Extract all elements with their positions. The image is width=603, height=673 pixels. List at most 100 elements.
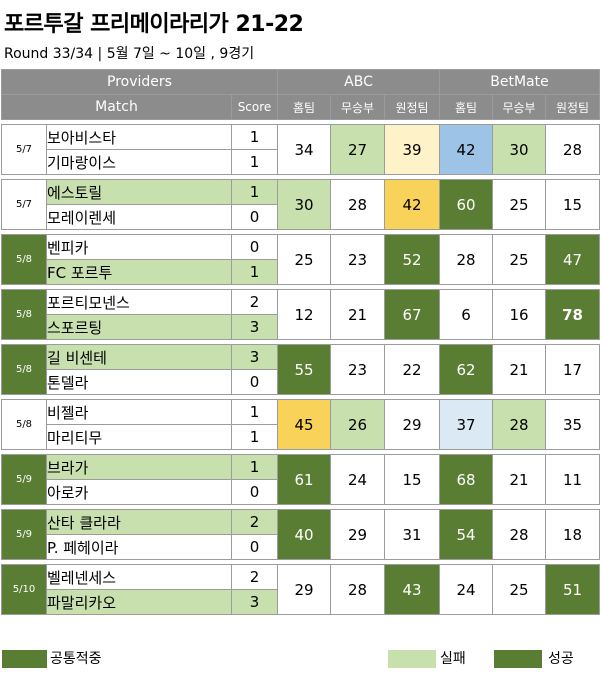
betmate-away-pct: 35 <box>545 399 600 450</box>
match-row-home: 5/8 벤피카 0 25 23 52 28 25 47 <box>1 234 600 285</box>
away-team-name: 톤델라 <box>46 369 232 395</box>
home-team-name: 산타 클라라 <box>46 509 232 535</box>
header-row-providers: Providers ABC BetMate <box>1 69 600 95</box>
abc-home-header: 홈팀 <box>277 94 331 120</box>
abc-away-pct: 29 <box>384 399 440 450</box>
betmate-home-pct: 68 <box>439 454 493 505</box>
betmate-draw-header: 무승부 <box>492 94 546 120</box>
match-header: Match <box>1 94 232 120</box>
abc-draw-pct: 29 <box>330 509 385 560</box>
abc-home-pct: 34 <box>277 124 331 175</box>
away-team-name: 모레이렌세 <box>46 204 232 230</box>
abc-header: ABC <box>277 69 440 95</box>
betmate-draw-pct: 28 <box>492 509 546 560</box>
legend-fail-swatch <box>388 650 436 668</box>
home-team-name: 벨레넨세스 <box>46 564 232 590</box>
betmate-home-pct: 24 <box>439 564 493 615</box>
match-date: 5/9 <box>1 509 47 560</box>
abc-home-pct: 45 <box>277 399 331 450</box>
away-team-score: 3 <box>231 314 278 340</box>
round-subtitle: Round 33/34 | 5월 7일 ~ 10일 , 9경기 <box>4 46 255 62</box>
abc-away-pct: 39 <box>384 124 440 175</box>
betmate-away-header: 원정팀 <box>545 94 600 120</box>
home-team-score: 2 <box>231 289 278 315</box>
match-row-away: P. 페헤이라 0 <box>2 534 600 560</box>
score-header: Score <box>231 94 278 120</box>
abc-away-header: 원정팀 <box>384 94 440 120</box>
legend-success-label: 성공 <box>548 651 574 667</box>
away-team-score: 1 <box>231 149 278 175</box>
abc-home-pct: 30 <box>277 179 331 230</box>
abc-home-pct: 55 <box>277 344 331 395</box>
match-row-away: 모레이렌세 0 <box>2 204 600 230</box>
match-date: 5/8 <box>1 289 47 340</box>
abc-away-pct: 67 <box>384 289 440 340</box>
home-team-name: 보아비스타 <box>46 124 232 150</box>
match-date: 5/8 <box>1 234 47 285</box>
home-team-score: 1 <box>231 454 278 480</box>
page-title: 포르투갈 프리메이라리가 21-22 <box>4 12 304 37</box>
away-team-score: 3 <box>231 589 278 615</box>
abc-draw-pct: 24 <box>330 454 385 505</box>
abc-home-pct: 40 <box>277 509 331 560</box>
legend-common-hit-swatch <box>2 650 47 668</box>
betmate-draw-pct: 21 <box>492 454 546 505</box>
betmate-home-pct: 28 <box>439 234 493 285</box>
abc-away-pct: 22 <box>384 344 440 395</box>
legend-fail-label: 실패 <box>440 651 466 667</box>
abc-home-pct: 61 <box>277 454 331 505</box>
betmate-away-pct: 15 <box>545 179 600 230</box>
abc-home-pct: 29 <box>277 564 331 615</box>
match-row-home: 5/7 보아비스타 1 34 27 39 42 30 28 <box>1 124 600 175</box>
abc-draw-pct: 28 <box>330 564 385 615</box>
legend: 공통적중 실패 성공 <box>0 648 603 670</box>
betmate-draw-pct: 25 <box>492 564 546 615</box>
abc-draw-pct: 23 <box>330 344 385 395</box>
home-team-score: 1 <box>231 124 278 150</box>
match-row-home: 5/8 길 비센테 3 55 23 22 62 21 17 <box>1 344 600 395</box>
match-row-home: 5/7 에스토릴 1 30 28 42 60 25 15 <box>1 179 600 230</box>
header-row-columns: Match Score 홈팀 무승부 원정팀 홈팀 무승부 원정팀 <box>1 94 600 120</box>
match-row-home: 5/8 포르티모넨스 2 12 21 67 6 16 78 <box>1 289 600 340</box>
match-date: 5/7 <box>1 179 47 230</box>
home-team-name: 벤피카 <box>46 234 232 260</box>
match-date: 5/10 <box>1 564 47 615</box>
abc-away-pct: 15 <box>384 454 440 505</box>
abc-draw-pct: 23 <box>330 234 385 285</box>
away-team-name: 마리티무 <box>46 424 232 450</box>
betmate-away-pct: 28 <box>545 124 600 175</box>
match-row-away: 마리티무 1 <box>2 424 600 450</box>
away-team-score: 0 <box>231 369 278 395</box>
betmate-away-pct: 11 <box>545 454 600 505</box>
match-date: 5/8 <box>1 344 47 395</box>
betmate-home-pct: 42 <box>439 124 493 175</box>
home-team-score: 0 <box>231 234 278 260</box>
away-team-score: 0 <box>231 204 278 230</box>
abc-away-pct: 31 <box>384 509 440 560</box>
abc-draw-header: 무승부 <box>330 94 385 120</box>
betmate-draw-pct: 28 <box>492 399 546 450</box>
betmate-draw-pct: 21 <box>492 344 546 395</box>
match-row-away: FC 포르투 1 <box>2 259 600 285</box>
match-row-home: 5/9 브라가 1 61 24 15 68 21 11 <box>1 454 600 505</box>
home-team-score: 1 <box>231 399 278 425</box>
home-team-name: 길 비센테 <box>46 344 232 370</box>
home-team-score: 1 <box>231 179 278 205</box>
betmate-away-pct: 47 <box>545 234 600 285</box>
abc-draw-pct: 28 <box>330 179 385 230</box>
betmate-draw-pct: 25 <box>492 179 546 230</box>
abc-away-pct: 43 <box>384 564 440 615</box>
home-team-name: 비젤라 <box>46 399 232 425</box>
away-team-score: 0 <box>231 479 278 505</box>
home-team-score: 2 <box>231 509 278 535</box>
match-row-away: 파말리카오 3 <box>2 589 600 615</box>
away-team-name: FC 포르투 <box>46 259 232 285</box>
legend-common-hit-label: 공통적중 <box>50 651 102 667</box>
match-date: 5/9 <box>1 454 47 505</box>
betmate-home-pct: 62 <box>439 344 493 395</box>
match-row-home: 5/8 비젤라 1 45 26 29 37 28 35 <box>1 399 600 450</box>
home-team-score: 3 <box>231 344 278 370</box>
abc-home-pct: 12 <box>277 289 331 340</box>
betmate-away-pct: 18 <box>545 509 600 560</box>
betmate-draw-pct: 16 <box>492 289 546 340</box>
